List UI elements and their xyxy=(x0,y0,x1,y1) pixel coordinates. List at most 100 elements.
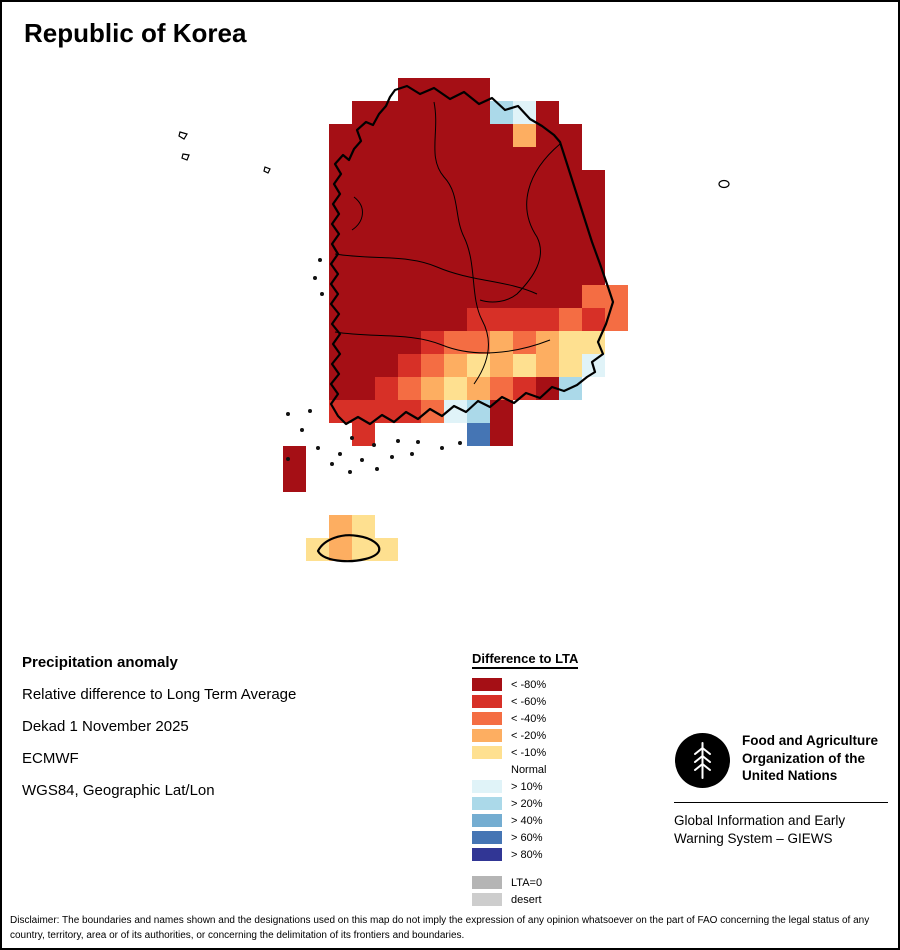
map-cell xyxy=(352,331,375,354)
map-cell xyxy=(559,308,582,331)
map-cell xyxy=(536,262,559,285)
map-cell xyxy=(444,354,467,377)
map-cell xyxy=(467,101,490,124)
map-cell xyxy=(398,262,421,285)
map-cell xyxy=(559,147,582,170)
legend-swatch xyxy=(472,678,502,691)
map-cell xyxy=(467,216,490,239)
map-cell xyxy=(582,193,605,216)
map-cell xyxy=(513,308,536,331)
map-cell xyxy=(490,377,513,400)
map-cell xyxy=(536,377,559,400)
map-cell xyxy=(467,78,490,101)
legend-item-label: < -60% xyxy=(511,695,547,708)
map-cell xyxy=(352,308,375,331)
map-cell xyxy=(398,331,421,354)
map-cell xyxy=(467,285,490,308)
map-cell xyxy=(513,124,536,147)
map-cell xyxy=(490,285,513,308)
map-cell xyxy=(490,354,513,377)
legend-item-label: > 20% xyxy=(511,797,543,810)
map-cell xyxy=(467,239,490,262)
legend-swatch xyxy=(472,876,502,889)
map-cell xyxy=(513,216,536,239)
map-cell xyxy=(467,170,490,193)
map-cell xyxy=(375,331,398,354)
map-cell xyxy=(329,377,352,400)
legend-item: < -60% xyxy=(472,693,578,710)
fao-logo xyxy=(675,733,730,788)
map-cell xyxy=(582,216,605,239)
map-cell xyxy=(398,239,421,262)
map-cell xyxy=(536,285,559,308)
map-cell xyxy=(582,262,605,285)
map-cell xyxy=(352,193,375,216)
map-cell xyxy=(467,331,490,354)
fao-block: Food and Agriculture Organization of the… xyxy=(674,732,894,789)
legend-swatch xyxy=(472,797,502,810)
map-cell xyxy=(513,354,536,377)
legend-swatch xyxy=(472,729,502,742)
map-cell xyxy=(582,308,605,331)
legend-extra-items: LTA=0 desert xyxy=(472,874,578,908)
map-cell xyxy=(398,308,421,331)
map-cell xyxy=(536,331,559,354)
map-cell xyxy=(352,101,375,124)
map-cell xyxy=(490,147,513,170)
wheat-ear-icon xyxy=(694,742,711,779)
map-cell xyxy=(559,193,582,216)
map-cell xyxy=(490,331,513,354)
map-cell xyxy=(398,285,421,308)
legend-swatch xyxy=(472,814,502,827)
map-cell xyxy=(375,285,398,308)
map-cell xyxy=(375,538,398,561)
legend-item: > 10% xyxy=(472,778,578,795)
map-cell xyxy=(559,262,582,285)
map-cell xyxy=(582,170,605,193)
map-cell xyxy=(329,400,352,423)
legend-item: LTA=0 xyxy=(472,874,578,891)
jeju-island-outline xyxy=(316,534,381,563)
map-cell xyxy=(490,124,513,147)
map-cell xyxy=(329,124,352,147)
legend-item: > 40% xyxy=(472,812,578,829)
legend-items: < -80% < -60% < -40% < -20% < -10% Normal > 10… xyxy=(472,676,578,863)
map-cell xyxy=(467,423,490,446)
map-cell xyxy=(467,262,490,285)
legend-swatch xyxy=(472,763,502,776)
info-line-dekad: Dekad 1 November 2025 xyxy=(22,718,189,735)
map-cell xyxy=(375,216,398,239)
admin-boundaries xyxy=(334,101,561,385)
legend-item-label: desert xyxy=(511,893,542,906)
coastline xyxy=(316,84,615,563)
map-cell xyxy=(559,331,582,354)
legend-swatch xyxy=(472,831,502,844)
map-cell xyxy=(352,147,375,170)
map-cell xyxy=(559,216,582,239)
legend-item: > 80% xyxy=(472,846,578,863)
map-cell xyxy=(398,216,421,239)
map-cell xyxy=(375,239,398,262)
map-cell xyxy=(329,538,352,561)
map-cell xyxy=(352,170,375,193)
map-cell xyxy=(559,354,582,377)
map-cell xyxy=(421,285,444,308)
map-cell xyxy=(444,308,467,331)
map-cell xyxy=(559,285,582,308)
org-divider xyxy=(674,802,888,803)
legend-item-label: Normal xyxy=(511,763,547,776)
map-cell xyxy=(352,285,375,308)
map-cell xyxy=(375,101,398,124)
map-cell xyxy=(467,147,490,170)
map-cell xyxy=(375,193,398,216)
map-cell xyxy=(329,308,352,331)
map-cell xyxy=(375,308,398,331)
legend-swatch xyxy=(472,848,502,861)
map-cell xyxy=(375,262,398,285)
map-cell xyxy=(398,354,421,377)
map-cell xyxy=(444,147,467,170)
map-cell xyxy=(513,147,536,170)
map-cell xyxy=(375,354,398,377)
map-cell xyxy=(467,377,490,400)
